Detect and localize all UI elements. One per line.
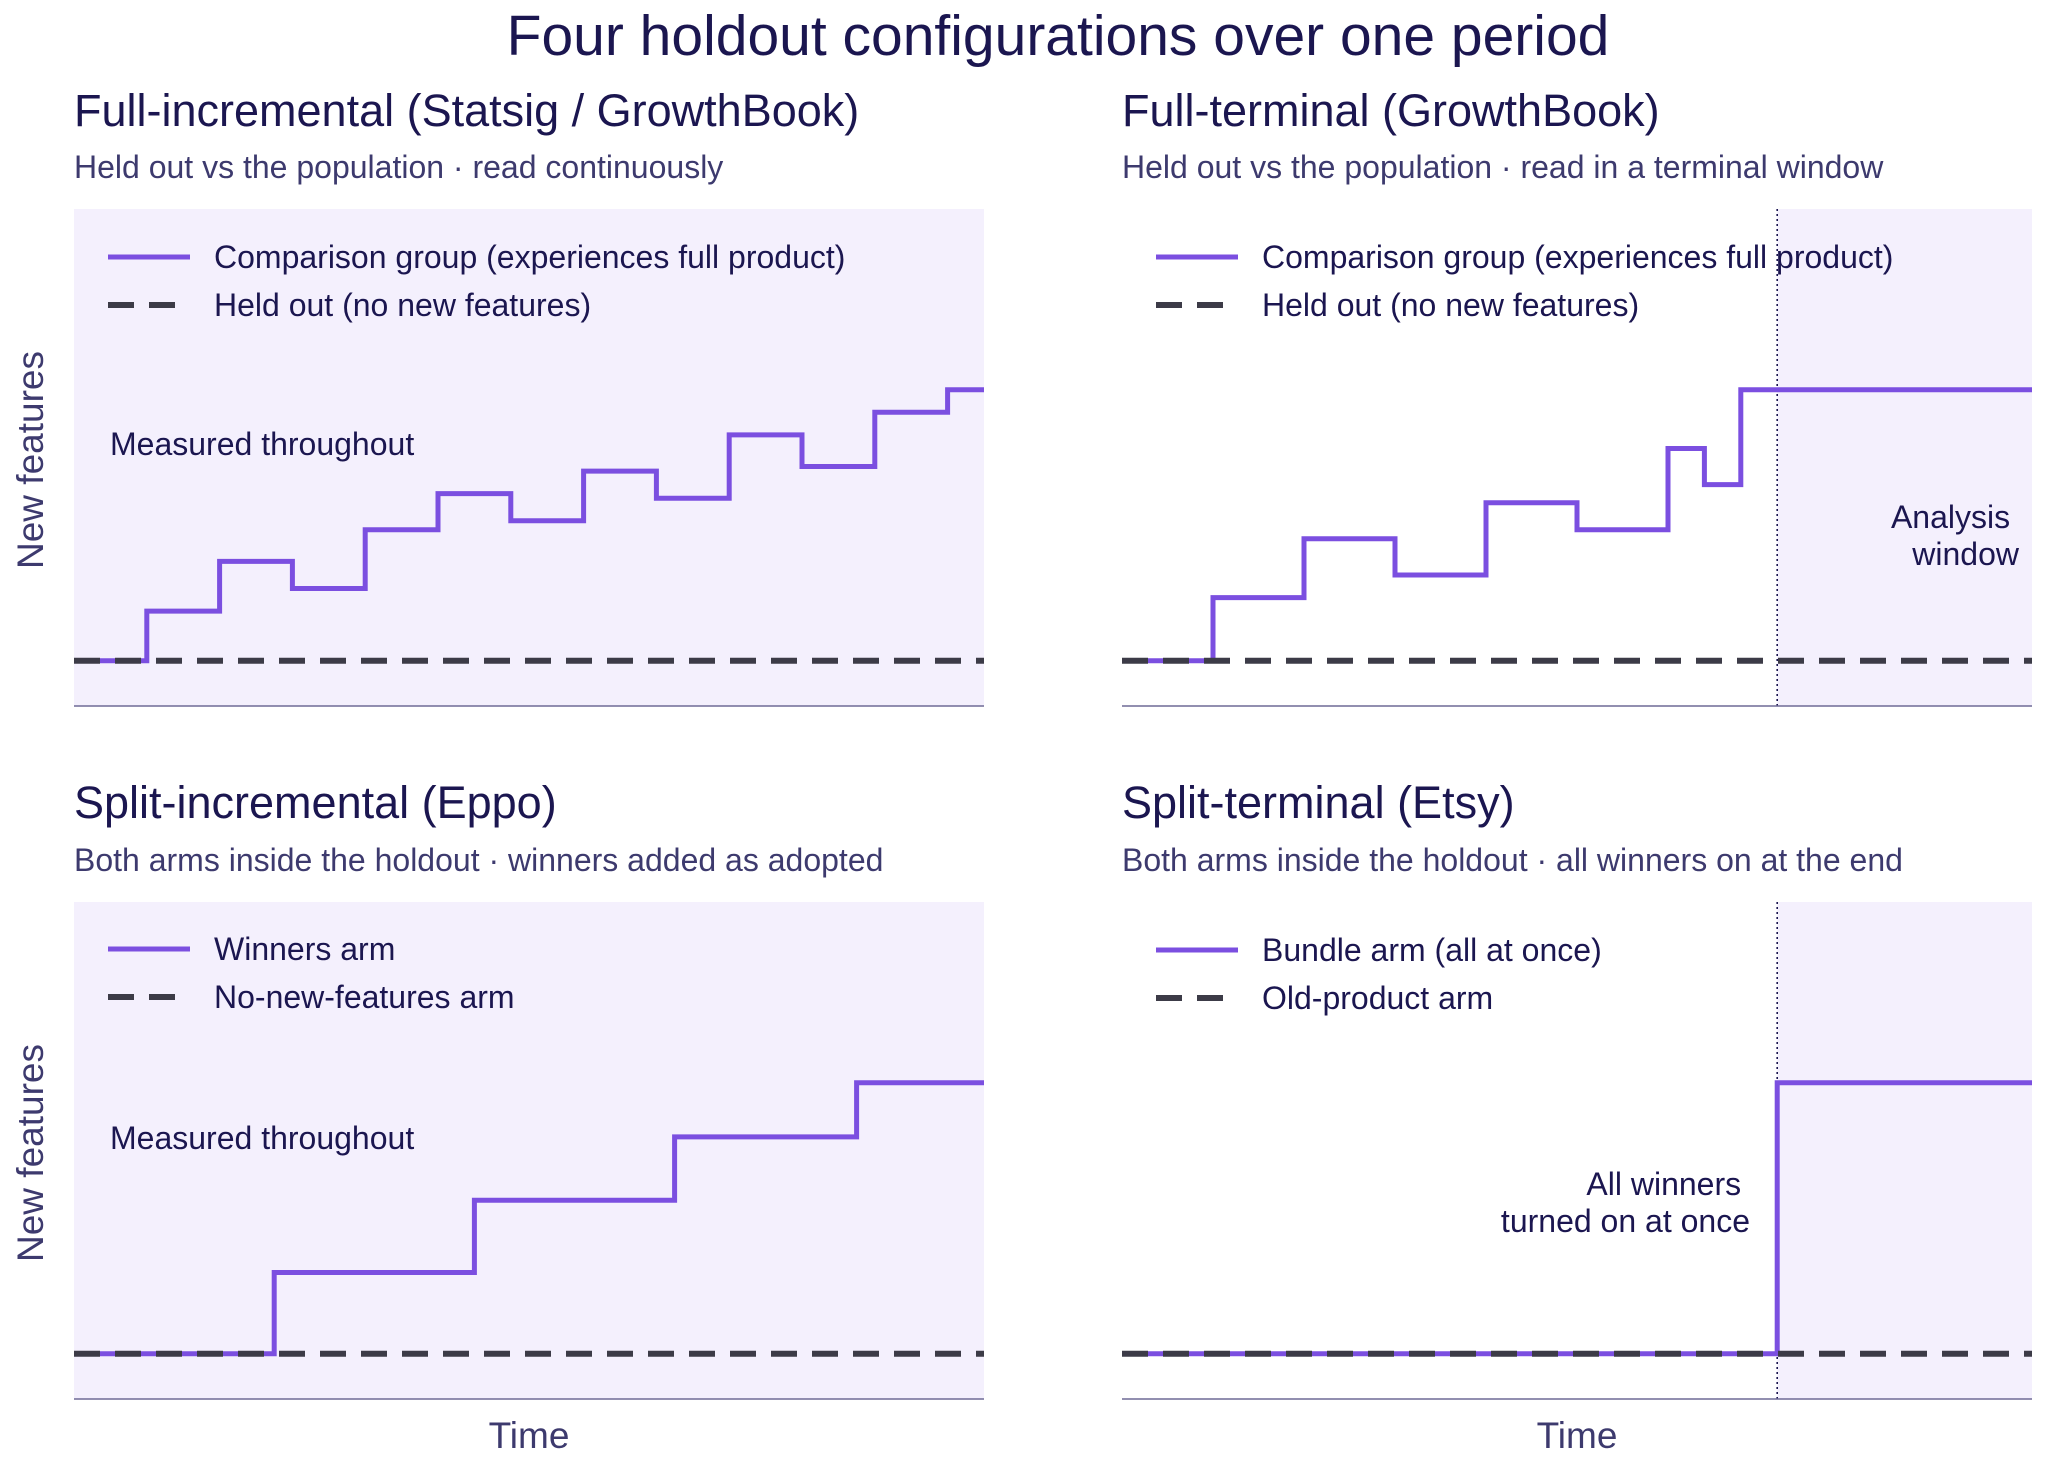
legend-label-treatment: Comparison group (experiences full produ…: [1262, 239, 1893, 275]
panel-split-terminal: Split-terminal (Etsy) Both arms inside t…: [1122, 777, 2032, 1456]
panel-full-incremental: Full-incremental (Statsig / GrowthBook) …: [10, 85, 984, 707]
legend: Comparison group (experiences full produ…: [1156, 239, 1893, 323]
annotation-text: Analysis window: [1891, 499, 2020, 572]
legend-label-treatment: Comparison group (experiences full produ…: [214, 239, 845, 275]
annotation-line: Analysis: [1891, 499, 2010, 535]
legend-label-control: No-new-features arm: [214, 979, 515, 1015]
x-axis-label: Time: [1537, 1415, 1618, 1456]
plot-background: [74, 902, 984, 1399]
y-axis-label: New features: [10, 351, 51, 569]
plot-area: [74, 902, 984, 1400]
y-axis-label: New features: [10, 1044, 51, 1262]
panel-subtitle: Both arms inside the holdout · all winne…: [1122, 842, 1903, 878]
panel-subtitle: Held out vs the population · read in a t…: [1122, 149, 1884, 185]
series-line-treatment: [74, 387, 984, 664]
series-line-treatment: [74, 1080, 984, 1357]
plot-area: [74, 209, 984, 707]
annotation-line: All winners: [1586, 1166, 1741, 1202]
legend-label-control: Held out (no new features): [214, 287, 591, 323]
x-axis-label: Time: [489, 1415, 570, 1456]
panel-full-terminal: Full-terminal (GrowthBook) Held out vs t…: [1122, 85, 2032, 707]
legend: Winners arm No-new-features arm: [108, 931, 515, 1015]
plot-background: [74, 209, 984, 706]
plot-area: [1122, 902, 2032, 1400]
panel-title: Full-incremental (Statsig / GrowthBook): [74, 85, 859, 136]
panel-split-incremental: Split-incremental (Eppo) Both arms insid…: [10, 777, 984, 1456]
panel-title: Split-terminal (Etsy): [1122, 777, 1515, 828]
legend-label-treatment: Bundle arm (all at once): [1262, 932, 1602, 968]
annotation-text: All winners turned on at once: [1501, 1166, 1750, 1239]
panel-subtitle: Held out vs the population · read contin…: [74, 149, 723, 185]
series-line-treatment: [1122, 387, 2032, 664]
annotation-line: turned on at once: [1501, 1203, 1750, 1239]
panel-title: Split-incremental (Eppo): [74, 777, 557, 828]
analysis-window-band: [1777, 902, 2032, 1399]
panel-subtitle: Both arms inside the holdout · winners a…: [74, 842, 883, 878]
figure-title: Four holdout configurations over one per…: [507, 4, 1610, 68]
legend-label-control: Old-product arm: [1262, 980, 1493, 1016]
legend-label-control: Held out (no new features): [1262, 287, 1639, 323]
annotation-text: Measured throughout: [110, 1120, 414, 1156]
legend: Comparison group (experiences full produ…: [108, 239, 845, 323]
legend: Bundle arm (all at once) Old-product arm: [1156, 932, 1602, 1016]
legend-label-treatment: Winners arm: [214, 931, 395, 967]
annotation-text: Measured throughout: [110, 426, 414, 462]
panel-title: Full-terminal (GrowthBook): [1122, 85, 1660, 136]
plot-area: [1122, 209, 2032, 707]
annotation-line: window: [1911, 536, 2020, 572]
series-line-treatment: [1122, 1080, 2032, 1357]
analysis-window-band: [1777, 209, 2032, 706]
